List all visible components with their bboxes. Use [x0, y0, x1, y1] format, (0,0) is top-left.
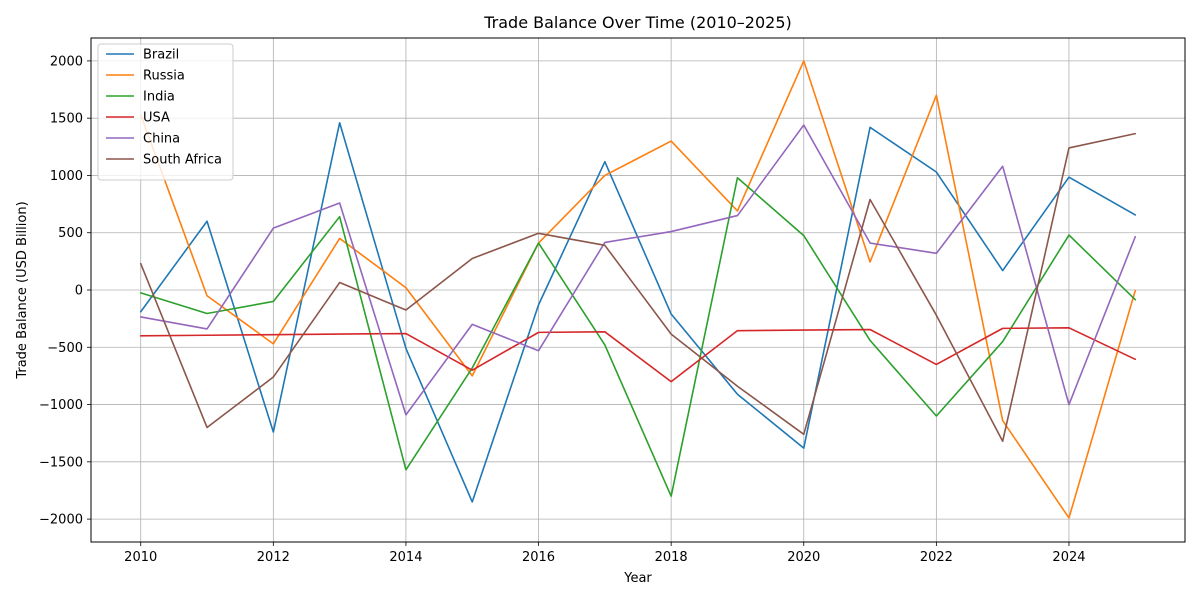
y-tick-label: −500	[47, 341, 83, 356]
y-tick-label: 500	[58, 226, 83, 241]
x-tick-label: 2020	[787, 550, 820, 565]
series-line-usa	[139, 326, 1137, 383]
legend-label: Brazil	[143, 48, 179, 63]
y-tick-label: 1500	[50, 112, 83, 127]
legend-box	[97, 43, 234, 181]
legend-label: USA	[143, 111, 170, 126]
y-tick-label: −1000	[39, 398, 83, 413]
y-tick-label: −1500	[39, 455, 83, 470]
x-tick-label: 2012	[257, 550, 290, 565]
x-tick-label: 2022	[920, 550, 953, 565]
series-line-china	[139, 124, 1137, 416]
legend-label: Russia	[143, 69, 185, 84]
x-tick-label: 2024	[1052, 550, 1085, 565]
x-axis-title: Year	[623, 571, 652, 586]
chart-title: Trade Balance Over Time (2010–2025)	[483, 13, 792, 32]
legend-label: South Africa	[143, 153, 222, 168]
axis-ticks: 2010 2012 2014 2016 2018 2020 2022 2024 −2000 −15…	[39, 54, 1086, 565]
legend: Brazil Russia India USA China South Africa	[97, 43, 234, 181]
x-tick-label: 2016	[522, 550, 555, 565]
x-tick-label: 2018	[655, 550, 688, 565]
series-lines	[139, 60, 1137, 519]
series-line-south-africa	[139, 132, 1137, 443]
y-tick-label: 0	[75, 284, 83, 299]
x-tick-label: 2014	[389, 550, 422, 565]
y-axis-title: Trade Balance (USD Billion)	[15, 201, 30, 379]
legend-label: China	[143, 132, 180, 147]
series-line-brazil	[139, 121, 1137, 503]
y-tick-label: 2000	[50, 54, 83, 69]
x-tick-label: 2010	[124, 550, 157, 565]
y-tick-label: −2000	[39, 513, 83, 528]
series-line-russia	[139, 60, 1137, 519]
legend-label: India	[143, 90, 175, 105]
y-tick-label: 1000	[50, 169, 83, 184]
grid	[91, 38, 1185, 542]
